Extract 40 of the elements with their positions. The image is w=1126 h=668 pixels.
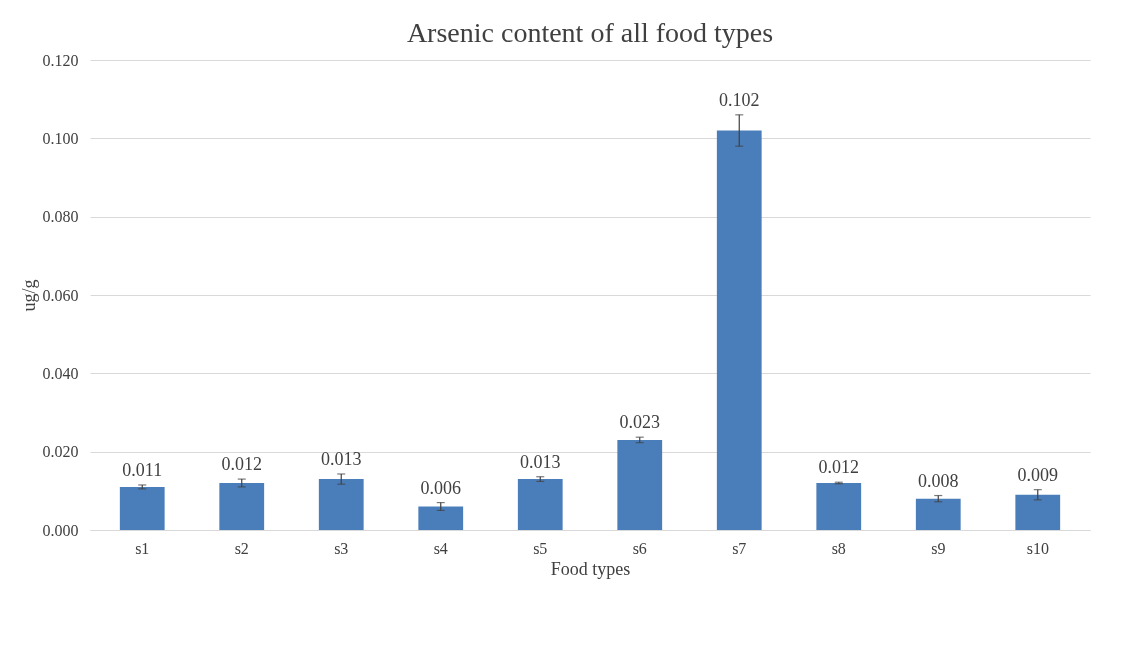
data-label: 0.011 [122,459,163,480]
data-label: 0.006 [420,477,461,498]
y-tick-label: 0.060 [42,286,79,304]
y-tick-label: 0.000 [42,521,79,539]
x-tick-label: s9 [931,539,946,557]
data-label: 0.023 [619,412,660,433]
bar [816,483,862,530]
bar [915,498,961,530]
x-tick-label: s3 [334,539,349,557]
y-tick-label: 0.040 [42,364,79,382]
bar [716,130,762,530]
bar [418,506,464,530]
x-tick-label: s2 [234,539,249,557]
data-label: 0.009 [1017,464,1059,485]
x-tick-label: s7 [732,539,747,557]
bar [517,479,563,530]
x-tick-label: s5 [533,539,548,557]
y-axis-title: ug/g [18,279,39,312]
data-label: 0.102 [719,89,760,110]
x-tick-label: s10 [1026,539,1049,557]
y-tick-label: 0.080 [42,208,79,226]
x-tick-label: s6 [632,539,647,557]
bar [119,486,165,530]
data-label: 0.008 [918,470,959,491]
data-label: 0.012 [221,454,262,475]
bar [219,483,265,530]
chart-title: Arsenic content of all food types [406,17,774,48]
y-tick-label: 0.120 [42,51,79,69]
y-tick-label: 0.100 [42,129,79,147]
bar [617,439,663,530]
data-label: 0.013 [520,451,561,472]
data-label: 0.012 [818,457,860,478]
bar [318,479,364,530]
x-tick-label: s4 [433,539,448,557]
x-tick-label: s1 [135,539,150,557]
data-label: 0.013 [320,448,362,469]
bar [1015,494,1061,530]
x-axis-title: Food types [550,558,631,579]
y-tick-label: 0.020 [42,443,79,461]
x-tick-label: s8 [831,539,846,557]
